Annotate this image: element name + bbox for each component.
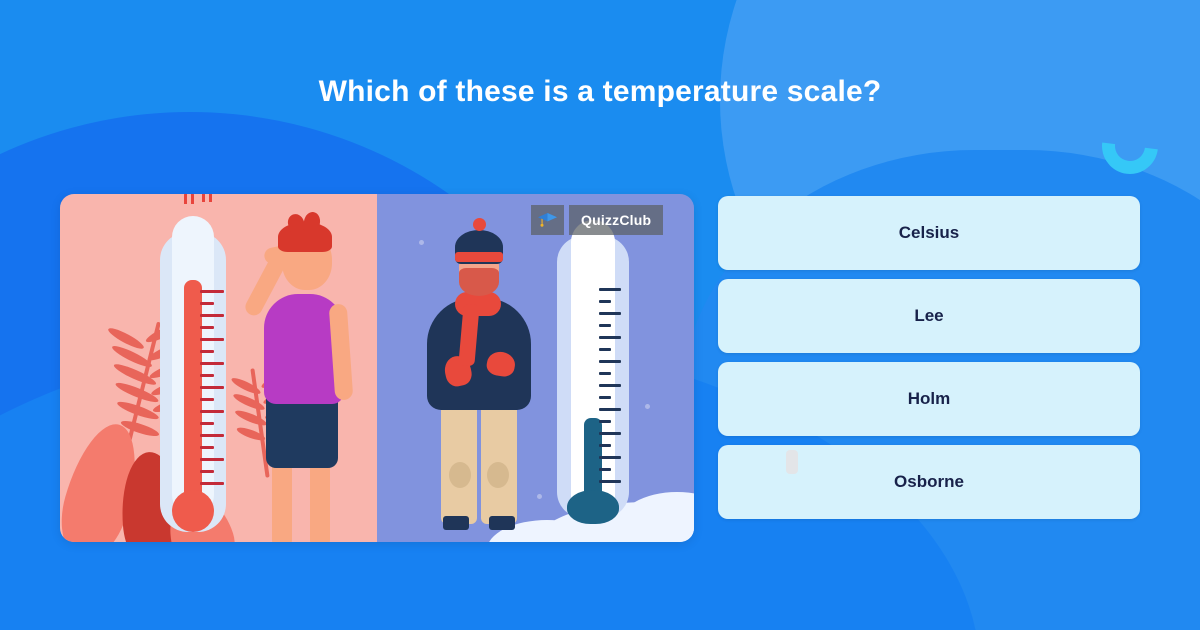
answer-option-1[interactable]: Celsius [718,196,1140,270]
cursor-indicator [786,450,798,474]
graduation-cap-icon [531,205,564,235]
illustration-panel-cold [377,194,694,542]
answer-option-2[interactable]: Lee [718,279,1140,353]
snow-dot [645,404,650,409]
question-illustration [60,194,694,542]
heat-wave-icon [202,194,212,202]
snow-mound [487,520,607,542]
answer-options-list: Celsius Lee Holm Osborne [718,196,1140,519]
watermark-brand: QuizzClub [569,205,664,235]
answer-option-3[interactable]: Holm [718,362,1140,436]
snow-dot [537,494,542,499]
heat-wave-icon [184,194,194,204]
snow-dot [419,240,424,245]
watermark-badge: QuizzClub [531,205,664,235]
snow-mound [617,492,694,542]
illustration-panel-hot [60,194,377,542]
page-title: Which of these is a temperature scale? [318,75,882,108]
answer-option-4[interactable]: Osborne [718,445,1140,519]
